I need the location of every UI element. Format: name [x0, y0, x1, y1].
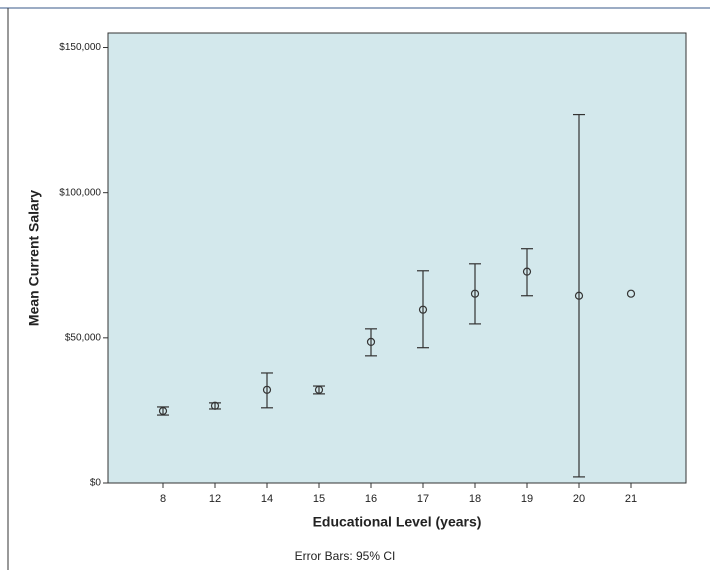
mean-marker: [626, 289, 636, 298]
error-bar: [261, 372, 273, 409]
mean-marker: [366, 337, 376, 347]
error-bar: [417, 270, 429, 349]
mean-marker: [522, 267, 532, 276]
x-tick-label: 15: [313, 493, 325, 505]
x-tick-label: 16: [365, 493, 377, 505]
y-axis-title: Mean Current Salary: [26, 190, 42, 326]
x-tick-label: 18: [469, 493, 481, 505]
mean-marker: [418, 305, 428, 314]
x-tick-label: 19: [521, 493, 533, 505]
x-tick-label: 8: [160, 493, 166, 505]
plot-area: [107, 32, 687, 484]
x-tick-label: 12: [209, 493, 221, 505]
mean-marker: [574, 291, 584, 300]
error-bar: [521, 248, 533, 297]
mean-marker: [470, 289, 480, 298]
mean-marker: [314, 385, 324, 394]
error-bar: [365, 328, 377, 357]
mean-marker: [158, 406, 168, 416]
footnote: Error Bars: 95% CI: [295, 549, 396, 563]
x-tick-label: 14: [261, 493, 273, 505]
x-tick-label: 21: [625, 493, 637, 505]
x-tick-label: 20: [573, 493, 585, 505]
y-tick-label: $50,000: [65, 332, 102, 343]
y-tick-label: $0: [90, 478, 102, 489]
y-tick-label: $150,000: [59, 42, 101, 53]
x-axis-title: Educational Level (years): [313, 514, 482, 530]
error-bar: [469, 263, 481, 325]
error-bar: [573, 113, 585, 478]
mean-marker: [210, 401, 220, 410]
mean-marker: [262, 385, 272, 394]
x-tick-label: 17: [417, 493, 429, 505]
y-tick-label: $100,000: [59, 187, 101, 198]
